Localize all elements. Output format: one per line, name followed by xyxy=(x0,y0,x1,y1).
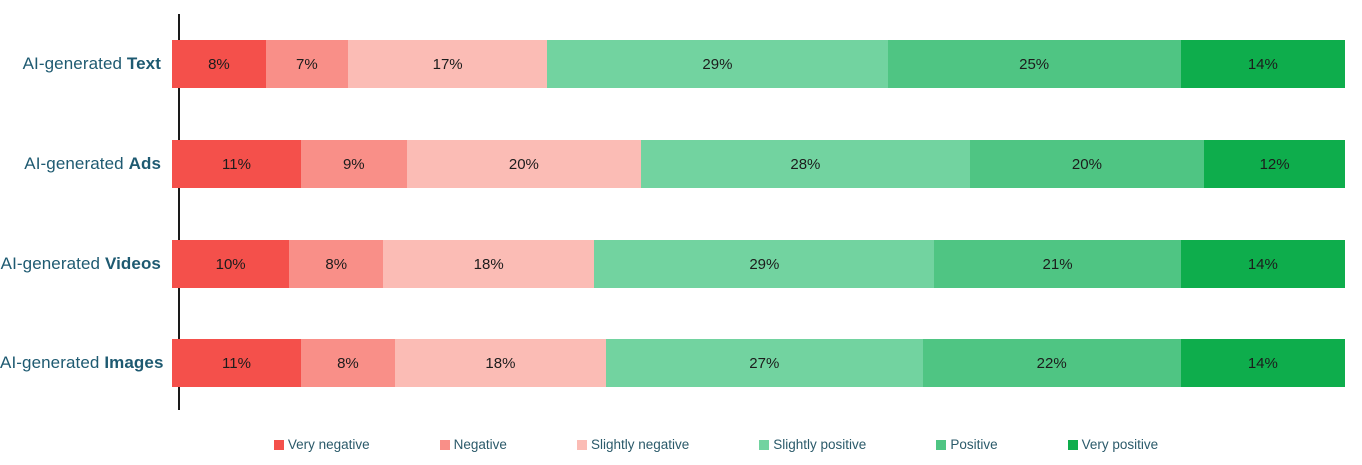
legend-swatch xyxy=(759,439,770,450)
bar-row: AI-generated Images 11% 8% 18% 27% 22% 14% xyxy=(0,339,1345,387)
bar-row: AI-generated Videos 10% 8% 18% 29% 21% 14% xyxy=(0,240,1345,288)
segment-value: 12% xyxy=(1259,155,1290,173)
bar-segment: 14% xyxy=(1180,40,1345,88)
legend-item: Slightly positive xyxy=(759,437,866,452)
segment-value: 18% xyxy=(485,354,516,372)
segment-value: 20% xyxy=(1071,155,1102,173)
bar-segment: 29% xyxy=(547,40,888,88)
bar-segment: 14% xyxy=(1180,240,1345,288)
legend-label: Negative xyxy=(453,437,507,452)
bar-segment: 18% xyxy=(383,240,595,288)
bar-segment: 14% xyxy=(1180,339,1345,387)
segment-value: 29% xyxy=(749,255,780,273)
segment-value: 7% xyxy=(296,55,318,73)
bar-segment: 8% xyxy=(289,240,384,288)
bar-segment: 22% xyxy=(922,339,1181,387)
row-label-prefix: AI-generated xyxy=(22,54,123,73)
row-label-bold: Ads xyxy=(128,154,161,173)
bar-segment: 11% xyxy=(172,140,302,188)
row-label-prefix: AI-generated xyxy=(0,254,101,273)
segment-value: 14% xyxy=(1247,354,1278,372)
legend-swatch xyxy=(936,439,947,450)
stacked-bar: 10% 8% 18% 29% 21% 14% xyxy=(172,240,1345,288)
bar-segment: 11% xyxy=(172,339,302,387)
row-label-prefix: AI-generated xyxy=(24,154,124,173)
row-label: AI-generated Videos xyxy=(0,254,170,274)
legend-swatch xyxy=(273,439,284,450)
segment-value: 8% xyxy=(337,354,359,372)
bar-segment: 20% xyxy=(969,140,1205,188)
segment-value: 22% xyxy=(1036,354,1067,372)
legend-label: Very positive xyxy=(1081,437,1159,452)
segment-value: 14% xyxy=(1247,55,1278,73)
bar-segment: 28% xyxy=(641,140,970,188)
y-axis-line xyxy=(178,14,180,410)
bar-segment: 18% xyxy=(394,339,606,387)
segment-value: 8% xyxy=(208,55,230,73)
segment-value: 27% xyxy=(749,354,780,372)
segment-value: 14% xyxy=(1247,255,1278,273)
segment-value: 9% xyxy=(342,155,365,173)
bar-segment: 20% xyxy=(406,140,642,188)
row-label-prefix: AI-generated xyxy=(0,353,100,372)
row-label-bold: Videos xyxy=(104,254,161,273)
stacked-bar: 11% 9% 20% 28% 20% 12% xyxy=(172,140,1345,188)
segment-value: 11% xyxy=(222,354,251,372)
legend-item: Slightly negative xyxy=(576,437,690,452)
row-label: AI-generated Images xyxy=(0,353,170,373)
legend-label: Slightly positive xyxy=(773,437,867,452)
row-label: AI-generated Ads xyxy=(0,154,170,174)
segment-value: 8% xyxy=(325,255,348,273)
bar-segment: 10% xyxy=(172,240,290,288)
legend-swatch xyxy=(576,439,587,450)
row-label-bold: Images xyxy=(104,353,164,372)
row-label: AI-generated Text xyxy=(0,54,170,74)
legend-label: Slightly negative xyxy=(590,437,690,452)
segment-value: 11% xyxy=(222,155,251,173)
segment-value: 28% xyxy=(790,155,821,173)
bar-segment: 29% xyxy=(594,240,935,288)
bar-segment: 7% xyxy=(265,40,348,88)
row-label-bold: Text xyxy=(126,54,161,73)
segment-value: 29% xyxy=(702,55,733,73)
legend-item: Positive xyxy=(936,437,998,452)
bar-segment: 17% xyxy=(347,40,548,88)
bar-row: AI-generated Ads 11% 9% 20% 28% 20% 12% xyxy=(0,140,1345,188)
bar-segment: 8% xyxy=(301,339,395,387)
bar-row: AI-generated Text 8% 7% 17% 29% 25% 14% xyxy=(0,40,1345,88)
bar-segment: 8% xyxy=(172,40,266,88)
legend-item: Very negative xyxy=(273,437,370,452)
segment-value: 20% xyxy=(508,155,539,173)
segment-value: 10% xyxy=(215,255,246,273)
legend-item: Negative xyxy=(439,437,507,452)
bar-segment: 25% xyxy=(887,40,1181,88)
legend: Very negative Negative Slightly negative Sl… xyxy=(0,437,1362,452)
legend-swatch xyxy=(1067,439,1078,450)
segment-value: 18% xyxy=(473,255,504,273)
stacked-bar: 8% 7% 17% 29% 25% 14% xyxy=(172,40,1345,88)
legend-swatch xyxy=(439,439,450,450)
bar-segment: 27% xyxy=(605,339,923,387)
stacked-bar: 11% 8% 18% 27% 22% 14% xyxy=(172,339,1345,387)
bar-segment: 9% xyxy=(301,140,407,188)
segment-value: 25% xyxy=(1019,55,1050,73)
plot-area: AI-generated Text 8% 7% 17% 29% 25% 14% AI-gene… xyxy=(0,14,1345,410)
bar-segment: 21% xyxy=(934,240,1181,288)
segment-value: 17% xyxy=(432,55,463,73)
legend-item: Very positive xyxy=(1067,437,1159,452)
legend-label: Positive xyxy=(950,437,998,452)
legend-label: Very negative xyxy=(287,437,370,452)
bar-segment: 12% xyxy=(1204,140,1345,188)
segment-value: 21% xyxy=(1042,255,1073,273)
